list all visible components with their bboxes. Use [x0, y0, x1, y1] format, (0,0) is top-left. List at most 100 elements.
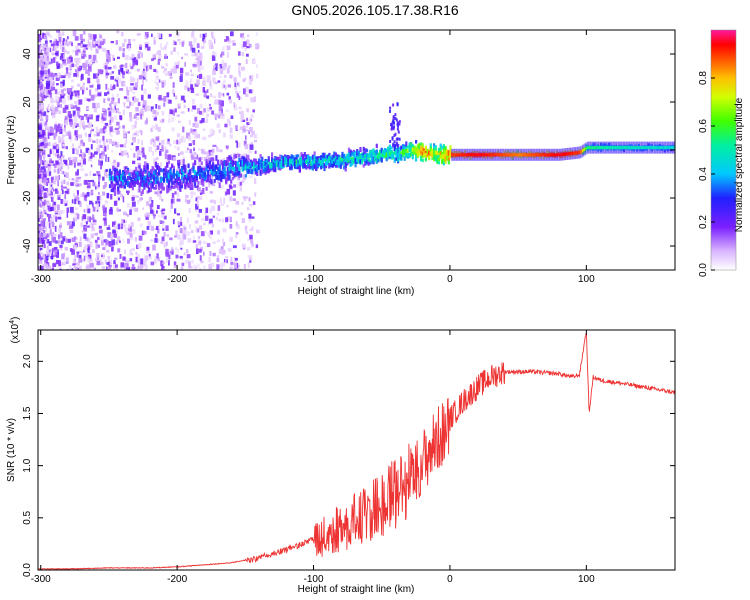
ridge-cell [253, 158, 256, 162]
noise-cell [245, 231, 248, 235]
noise-cell [92, 265, 95, 270]
noise-cell [220, 113, 225, 119]
ridge-cell [408, 146, 411, 152]
ridge-cell [293, 161, 297, 165]
noise-cell [199, 33, 202, 38]
ridge-cell [279, 164, 282, 168]
ridge-cell [185, 175, 189, 181]
ridge-cell [138, 187, 141, 193]
noise-cell [157, 190, 162, 196]
ridge-cell [189, 182, 192, 187]
ridge-cell [357, 156, 360, 161]
noise-cell [78, 241, 82, 247]
ridge-core [539, 153, 542, 157]
ridge-cell [421, 152, 424, 156]
ridge-core [636, 146, 639, 150]
ridge-core [546, 153, 549, 157]
noise-cell [66, 88, 69, 94]
colorbar-tick-label: 0.6 [698, 119, 709, 133]
noise-cell [73, 193, 75, 197]
ridge-cell [282, 162, 285, 167]
noise-cell [38, 151, 41, 158]
noise-cell [115, 240, 118, 245]
noise-cell [168, 249, 171, 256]
ridge-core [452, 153, 455, 157]
ridge-cell [167, 172, 171, 178]
noise-cell [168, 113, 171, 117]
noise-cell [54, 249, 58, 256]
noise-cell [202, 241, 207, 244]
ridge-cell [388, 147, 391, 152]
noise-cell [141, 94, 144, 101]
noise-cell [75, 123, 79, 127]
ridge-cell [233, 171, 236, 175]
ridge-cell [375, 159, 378, 164]
noise-cell [50, 97, 54, 104]
noise-cell [212, 130, 215, 135]
ridge-core [557, 153, 560, 157]
ridge-cell [264, 163, 267, 169]
noise-cell [75, 237, 78, 240]
noise-cell [114, 105, 116, 110]
noise-cell [201, 136, 206, 140]
noise-cell [59, 40, 62, 47]
ridge-cell [292, 155, 295, 160]
noise-cell [61, 187, 63, 191]
noise-cell [198, 240, 202, 245]
noise-cell [126, 90, 130, 96]
noise-cell [78, 183, 82, 186]
noise-cell [136, 33, 141, 36]
noise-cell [53, 132, 58, 137]
noise-cell [40, 170, 45, 175]
noise-cell [87, 248, 90, 254]
noise-cell [96, 260, 101, 266]
noise-cell [38, 33, 42, 38]
noise-cell [245, 196, 248, 199]
ridge-cell [244, 174, 247, 178]
noise-cell [47, 131, 52, 136]
noise-cell [132, 229, 136, 235]
noise-cell [46, 234, 48, 238]
noise-cell [244, 47, 247, 51]
noise-cell [191, 155, 195, 160]
noise-cell [124, 64, 126, 68]
noise-cell [85, 221, 88, 225]
noise-cell [190, 128, 193, 133]
noise-cell [38, 233, 41, 238]
noise-cell [157, 257, 161, 262]
noise-cell [156, 205, 160, 210]
noise-cell [254, 178, 257, 184]
ridge-cell [300, 159, 303, 165]
noise-cell [67, 111, 71, 117]
ridge-cell [421, 145, 424, 152]
noise-cell [176, 249, 179, 253]
ridge-cell [261, 162, 264, 168]
ridge-cell [349, 149, 352, 156]
noise-cell [227, 67, 230, 73]
noise-cell [156, 238, 160, 243]
noise-cell [196, 62, 201, 67]
ridge-cell [364, 148, 367, 154]
spike-cell [389, 109, 391, 113]
noise-cell [127, 154, 129, 158]
noise-cell [238, 264, 240, 268]
noise-cell [39, 70, 42, 75]
noise-cell [210, 133, 214, 136]
ridge-cell [388, 153, 391, 157]
noise-cell [44, 168, 46, 173]
ridge-cell [313, 157, 316, 163]
ridge-cell [199, 157, 202, 162]
noise-cell [96, 255, 100, 261]
ridge-cell [401, 149, 405, 154]
ridge-cell [141, 181, 144, 188]
ridge-cell [274, 166, 277, 172]
noise-cell [130, 102, 135, 106]
noise-cell [126, 232, 129, 235]
noise-cell [197, 186, 201, 192]
noise-cell [237, 177, 240, 181]
noise-cell [191, 32, 195, 38]
ridge-cell [167, 183, 171, 188]
ridge-cell [233, 167, 236, 171]
ridge-cell [235, 168, 238, 172]
ridge-cell [433, 146, 436, 151]
